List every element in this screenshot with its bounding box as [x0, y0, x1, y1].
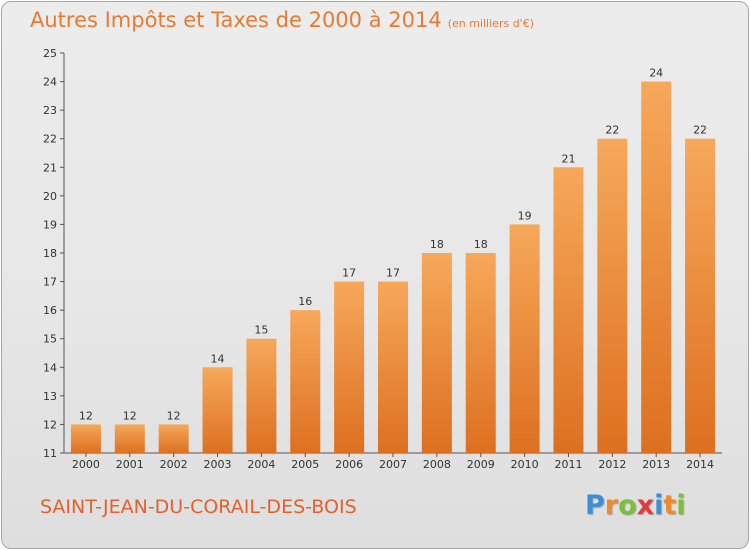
y-tick-label: 19	[43, 218, 57, 231]
y-tick-label: 13	[43, 390, 57, 403]
bar-value-label: 12	[79, 409, 93, 422]
bar-value-label: 22	[605, 124, 619, 137]
x-tick-label: 2003	[204, 458, 232, 471]
logo-letter: i	[676, 490, 686, 521]
bar-value-label: 19	[518, 209, 532, 222]
bar	[597, 138, 628, 453]
bar-value-label: 21	[561, 152, 575, 165]
bar	[246, 338, 277, 453]
x-tick-label: 2012	[598, 458, 626, 471]
bar	[641, 81, 672, 454]
bar-value-label: 18	[430, 238, 444, 251]
bar	[114, 424, 145, 453]
x-tick-label: 2001	[116, 458, 144, 471]
bar	[685, 138, 716, 453]
y-tick-label: 25	[43, 47, 57, 60]
x-tick-label: 2013	[642, 458, 670, 471]
x-tick-label: 2014	[686, 458, 714, 471]
logo-letter: r	[604, 490, 619, 521]
bar-value-label: 24	[649, 67, 663, 80]
bar	[202, 367, 233, 453]
bar-value-label: 17	[342, 267, 356, 280]
chart-unit: (en milliers d'€)	[447, 17, 534, 30]
logo-letter: o	[618, 490, 637, 521]
y-tick-label: 14	[43, 361, 57, 374]
bar-value-label: 16	[298, 295, 312, 308]
y-tick-label: 11	[43, 447, 57, 460]
x-tick-label: 2004	[247, 458, 275, 471]
bar	[378, 281, 408, 453]
y-tick-label: 22	[43, 133, 57, 146]
x-tick-label: 2002	[160, 458, 188, 471]
x-tick-label: 2008	[423, 458, 451, 471]
proxiti-logo: Proxiti	[585, 490, 686, 521]
x-tick-label: 2000	[72, 458, 100, 471]
y-tick-label: 24	[43, 76, 57, 89]
y-tick-label: 18	[43, 247, 57, 260]
x-tick-label: 2005	[291, 458, 319, 471]
y-tick-label: 16	[43, 304, 57, 317]
bar-value-label: 22	[693, 124, 707, 137]
y-tick-label: 20	[43, 190, 57, 203]
chart-title: Autres Impôts et Taxes de 2000 à 2014 (en…	[30, 8, 534, 32]
y-tick-label: 21	[43, 161, 57, 174]
bar	[421, 253, 452, 453]
x-tick-label: 2011	[554, 458, 582, 471]
bar	[290, 310, 321, 453]
bar	[509, 224, 540, 453]
bar-value-label: 12	[123, 409, 137, 422]
x-tick-label: 2007	[379, 458, 407, 471]
bar	[334, 281, 365, 453]
x-tick-label: 2010	[511, 458, 539, 471]
x-tick-label: 2006	[335, 458, 363, 471]
logo-letter: x	[636, 490, 655, 521]
bar-value-label: 14	[211, 352, 225, 365]
bar-value-label: 12	[167, 409, 181, 422]
bar	[553, 167, 584, 454]
x-tick-label: 2009	[467, 458, 495, 471]
bar-value-label: 15	[254, 324, 268, 337]
logo-letter: t	[663, 490, 677, 521]
y-tick-label: 17	[43, 276, 57, 289]
y-tick-label: 23	[43, 104, 57, 117]
logo-letter: i	[654, 490, 664, 521]
logo-letter: P	[585, 490, 605, 521]
bar	[465, 253, 496, 453]
bar-value-label: 18	[474, 238, 488, 251]
location-name: SAINT-JEAN-DU-CORAIL-DES-BOIS	[40, 496, 357, 518]
y-tick-label: 15	[43, 333, 57, 346]
chart-title-text: Autres Impôts et Taxes de 2000 à 2014	[30, 8, 442, 32]
bar	[70, 424, 101, 453]
bar-value-label: 17	[386, 267, 400, 280]
bar	[158, 424, 189, 453]
y-tick-label: 12	[43, 418, 57, 431]
